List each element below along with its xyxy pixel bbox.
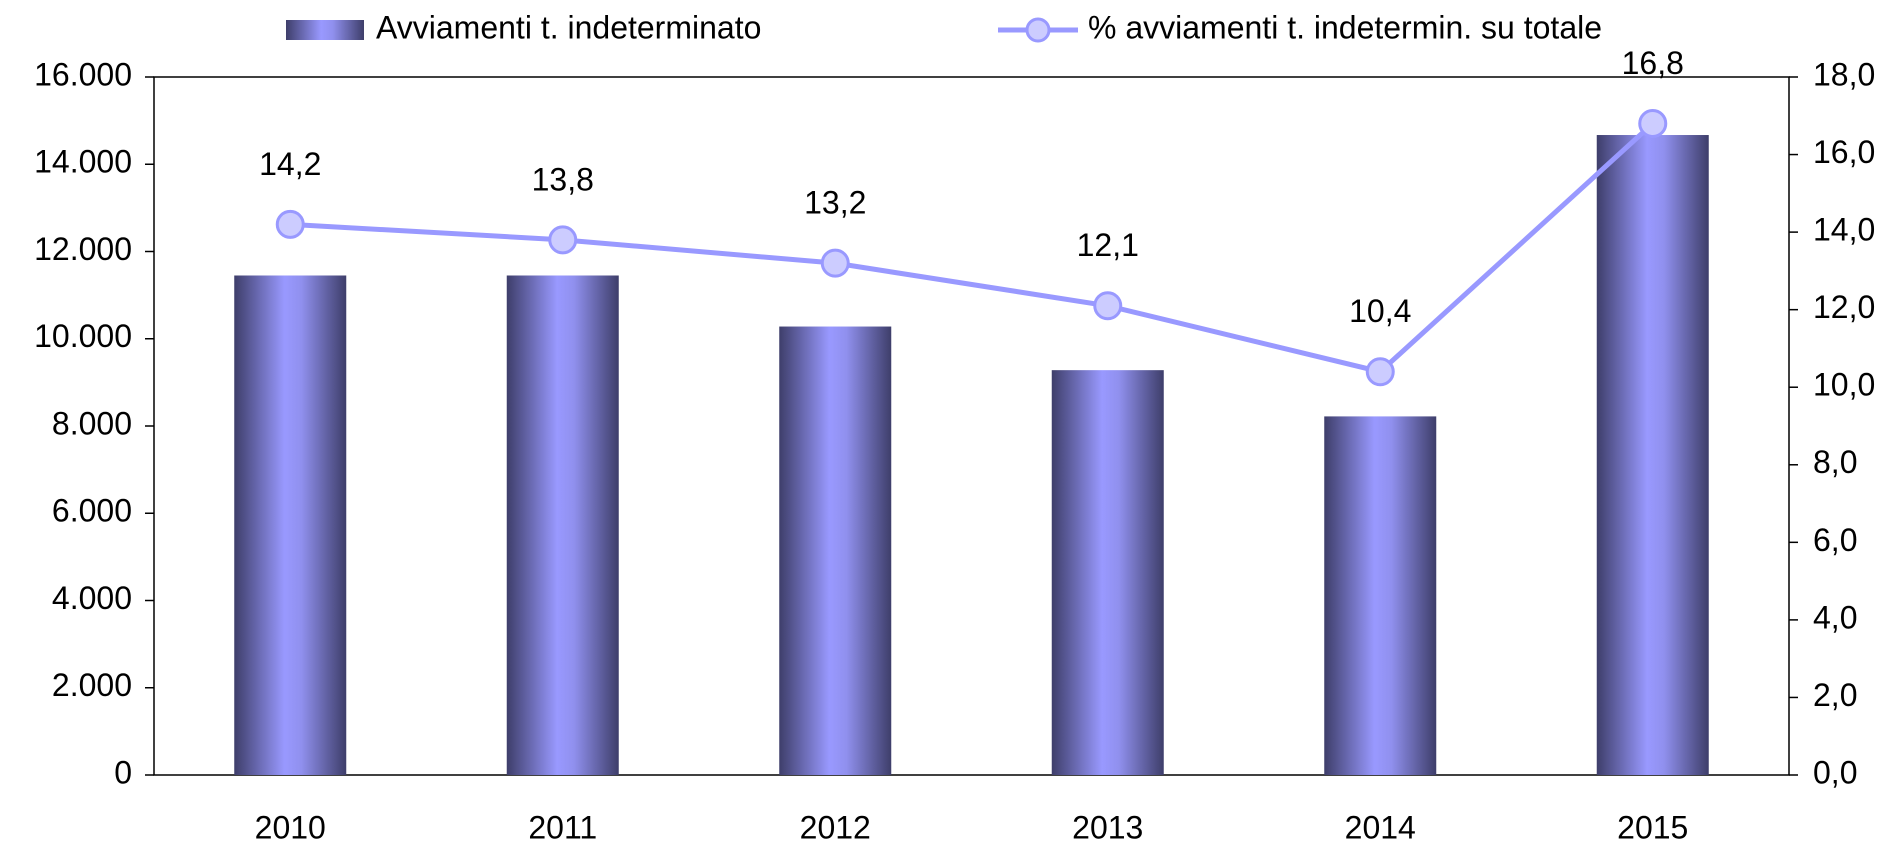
line-marker xyxy=(275,209,305,239)
y2-tick-label: 18,0 xyxy=(1813,56,1875,92)
x-tick-label: 2011 xyxy=(528,809,597,842)
x-tick-label: 2013 xyxy=(1072,809,1143,842)
x-tick-label: 2014 xyxy=(1345,809,1416,842)
y-tick-label: 6.000 xyxy=(52,493,132,529)
x-tick-label: 2010 xyxy=(255,809,326,842)
y2-tick-label: 16,0 xyxy=(1813,134,1875,170)
data-label: 13,8 xyxy=(532,161,594,197)
data-label: 13,2 xyxy=(804,185,866,221)
y2-tick-label: 8,0 xyxy=(1813,444,1857,480)
y-tick-label: 16.000 xyxy=(34,56,132,92)
bar xyxy=(234,275,347,775)
plot-frame xyxy=(153,76,1790,776)
bar xyxy=(506,275,619,775)
line-marker xyxy=(1365,357,1395,387)
data-label: 12,1 xyxy=(1077,227,1139,263)
y2-tick-label: 12,0 xyxy=(1813,289,1875,325)
legend-label: % avviamenti t. indetermin. su totale xyxy=(1088,9,1602,45)
y-tick-label: 14.000 xyxy=(34,144,132,180)
y2-tick-label: 0,0 xyxy=(1813,754,1857,790)
y-tick-label: 0 xyxy=(114,754,132,790)
legend-swatch xyxy=(286,20,364,40)
x-tick-label: 2012 xyxy=(800,809,871,842)
y2-tick-label: 4,0 xyxy=(1813,599,1857,635)
bar xyxy=(1324,416,1437,775)
legend-label: Avviamenti t. indeterminato xyxy=(376,9,761,45)
y-tick-label: 4.000 xyxy=(52,580,132,616)
y2-tick-label: 6,0 xyxy=(1813,522,1857,558)
data-label: 14,2 xyxy=(259,146,321,182)
line-marker xyxy=(1093,291,1123,321)
y-tick-label: 10.000 xyxy=(34,318,132,354)
x-tick-label: 2015 xyxy=(1617,809,1688,842)
y-tick-label: 8.000 xyxy=(52,405,132,441)
y2-tick-label: 10,0 xyxy=(1813,367,1875,403)
line-marker xyxy=(820,248,850,278)
bar xyxy=(1596,135,1709,776)
y-tick-label: 2.000 xyxy=(52,667,132,703)
line-marker xyxy=(548,225,578,255)
y2-tick-label: 2,0 xyxy=(1813,677,1857,713)
bar xyxy=(1051,370,1164,775)
legend-marker xyxy=(1025,17,1051,43)
line xyxy=(290,121,1655,375)
data-label: 10,4 xyxy=(1349,293,1411,329)
y2-tick-label: 14,0 xyxy=(1813,212,1875,248)
bar xyxy=(779,326,892,775)
line-marker xyxy=(1638,109,1668,139)
y-tick-label: 12.000 xyxy=(34,231,132,267)
data-label: 16,8 xyxy=(1622,45,1684,81)
